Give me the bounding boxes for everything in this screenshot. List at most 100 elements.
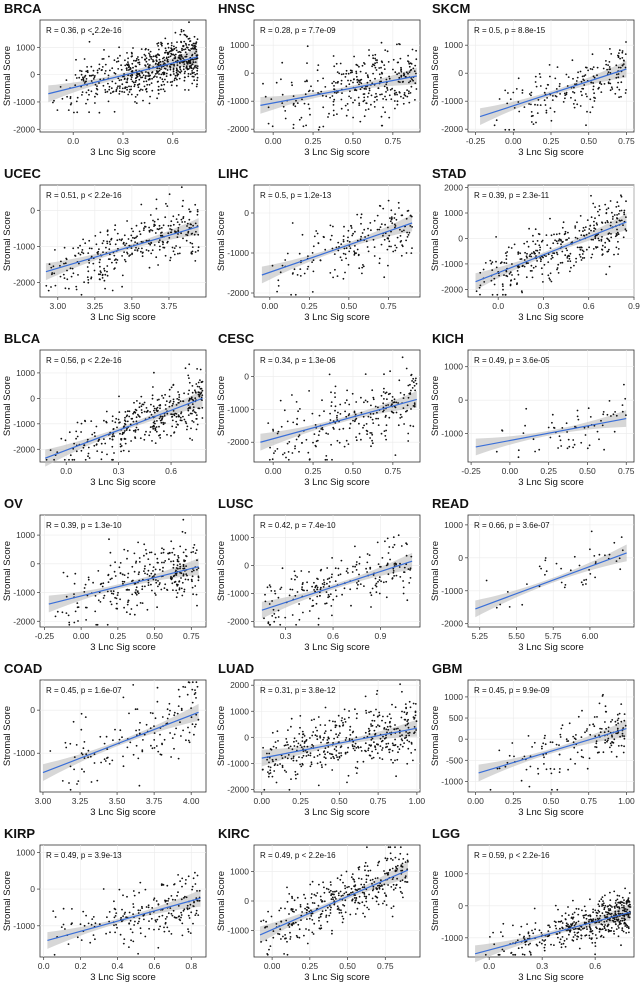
data-point (105, 246, 107, 249)
data-point (136, 57, 138, 60)
data-point (533, 251, 536, 254)
data-point (87, 578, 90, 581)
x-tick-label: 0.25 (292, 796, 309, 806)
data-point (160, 68, 162, 70)
data-point (67, 614, 70, 617)
y-tick-label: -2000 (227, 784, 249, 794)
data-point (598, 205, 601, 207)
data-point (372, 396, 375, 399)
data-point (532, 234, 534, 237)
data-point (385, 404, 387, 407)
data-point (380, 76, 382, 79)
data-point (142, 74, 145, 77)
data-point (535, 249, 537, 252)
data-point (76, 435, 79, 438)
data-point (144, 565, 146, 567)
data-point (169, 907, 172, 909)
data-point (187, 914, 190, 917)
data-point (297, 742, 300, 745)
data-point (285, 771, 288, 773)
data-point (149, 426, 152, 428)
data-point (383, 883, 386, 886)
data-point (103, 279, 106, 282)
data-point (174, 53, 177, 56)
data-point (380, 740, 383, 743)
data-point (179, 419, 182, 422)
data-point (352, 101, 354, 104)
y-axis-title: Stromal Score (430, 541, 441, 601)
data-point (586, 219, 589, 221)
data-point (375, 726, 378, 728)
data-point (185, 55, 188, 58)
data-point (366, 74, 369, 77)
data-point (64, 262, 67, 265)
data-point (572, 741, 575, 744)
data-point (306, 589, 308, 592)
data-point (173, 733, 176, 736)
data-point (183, 588, 186, 591)
data-point (382, 207, 385, 210)
data-point (267, 910, 269, 913)
regression-line (42, 711, 199, 774)
data-point (596, 223, 598, 226)
data-point (337, 241, 340, 244)
data-point (370, 229, 372, 232)
data-point (506, 591, 509, 593)
data-point (196, 559, 198, 562)
data-point (411, 380, 413, 382)
data-point (82, 446, 85, 449)
data-point (543, 756, 545, 759)
data-point (328, 585, 331, 588)
data-point (94, 83, 97, 86)
data-point (347, 229, 350, 232)
data-point (287, 458, 290, 461)
data-point (403, 742, 405, 744)
data-point (615, 64, 618, 67)
data-point (129, 919, 132, 922)
data-point (386, 248, 389, 251)
x-tick-label: 0.9 (628, 301, 640, 311)
data-point (160, 84, 163, 87)
data-point (179, 65, 182, 68)
data-point (607, 71, 610, 73)
data-point (164, 422, 166, 424)
data-point (196, 568, 198, 571)
data-point (327, 596, 329, 599)
data-point (402, 397, 405, 399)
data-point (549, 767, 552, 770)
data-point (122, 915, 124, 917)
data-point (299, 744, 302, 747)
data-point (355, 736, 358, 739)
panel-kirc: KIRC R = 0.49, p < 2.2e-16 0.00 0.25 0.50 0.7… (214, 825, 428, 990)
data-point (163, 415, 166, 417)
data-point (306, 942, 309, 945)
data-point (621, 732, 624, 735)
data-point (174, 74, 177, 77)
data-point (119, 598, 121, 601)
data-point (379, 737, 382, 740)
data-point (87, 576, 90, 579)
data-point (329, 238, 332, 241)
data-point (396, 61, 399, 64)
data-point (392, 536, 395, 539)
data-point (196, 65, 199, 67)
data-point (590, 238, 593, 241)
data-point (300, 116, 303, 119)
data-point (565, 91, 568, 94)
data-point (294, 293, 297, 296)
data-point (292, 104, 295, 106)
data-point (158, 58, 161, 61)
data-point (586, 95, 588, 98)
data-point (625, 216, 627, 218)
data-point (498, 98, 501, 100)
data-point (105, 421, 108, 424)
data-point (170, 895, 173, 897)
data-point (528, 93, 531, 95)
data-point (179, 571, 182, 574)
data-point (377, 406, 379, 409)
data-point (610, 744, 613, 747)
data-point (374, 57, 376, 60)
data-point (90, 276, 93, 279)
data-point (333, 253, 336, 255)
